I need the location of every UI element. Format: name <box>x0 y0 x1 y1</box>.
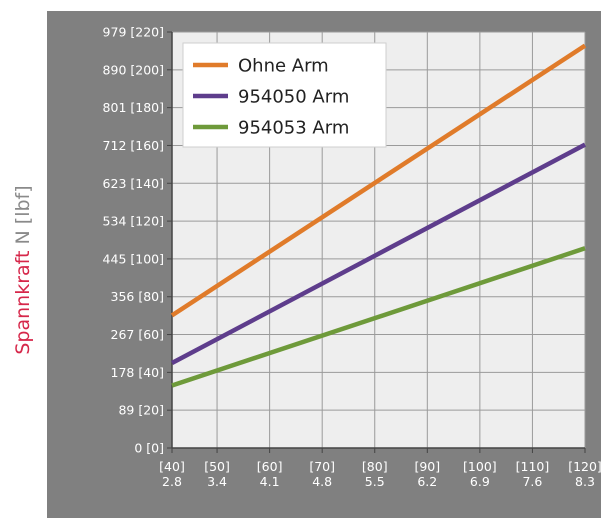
x-tick-label: 6.2 <box>417 474 437 489</box>
legend: Ohne Arm 954050 Arm 954053 Arm <box>182 42 387 148</box>
x-tick-label-lbf: [100] <box>463 459 497 474</box>
series-line <box>171 246 586 388</box>
x-tick-label-lbf: [70] <box>309 459 335 474</box>
y-tick-label: 89 [20] <box>118 403 164 418</box>
x-tick-label-lbf: [90] <box>414 459 440 474</box>
y-tick-label: 534 [120] <box>103 214 164 229</box>
x-tick-label-lbf: [40] <box>159 459 185 474</box>
y-tick-label: 890 [200] <box>103 62 164 77</box>
x-tick-label: 5.5 <box>365 474 385 489</box>
y-tick-label: 356 [80] <box>111 289 165 304</box>
y-tick-label: 623 [140] <box>103 176 164 191</box>
x-tick-label: 4.8 <box>312 474 332 489</box>
y-tick-label: 979 [220] <box>103 25 164 40</box>
series-line <box>170 142 587 365</box>
y-tick-label: 712 [160] <box>103 138 164 153</box>
x-tick-label: 8.3 <box>575 474 595 489</box>
x-tick-label: 2.8 <box>162 474 182 489</box>
y-tick-label: 445 [100] <box>103 251 164 266</box>
legend-label: 954050 Arm <box>238 87 349 108</box>
y-tick-label: 267 [60] <box>111 327 165 342</box>
legend-label: 954053 Arm <box>238 118 349 139</box>
x-tick-label-lbf: [60] <box>257 459 283 474</box>
legend-label: Ohne Arm <box>238 56 329 77</box>
x-tick-label: 6.9 <box>470 474 490 489</box>
series-line <box>170 43 587 318</box>
y-tick-label: 801 [180] <box>103 100 164 115</box>
x-tick-label: 3.4 <box>207 474 227 489</box>
y-tick-label: 178 [40] <box>111 365 165 380</box>
x-tick-label: 7.6 <box>522 474 542 489</box>
x-tick-label-lbf: [80] <box>362 459 388 474</box>
x-tick-label-lbf: [50] <box>204 459 230 474</box>
x-tick-label-lbf: [110] <box>516 459 550 474</box>
x-tick-label: 4.1 <box>260 474 280 489</box>
x-tick-label-lbf: [120] <box>568 459 601 474</box>
y-tick-label: 0 [0] <box>134 441 164 456</box>
